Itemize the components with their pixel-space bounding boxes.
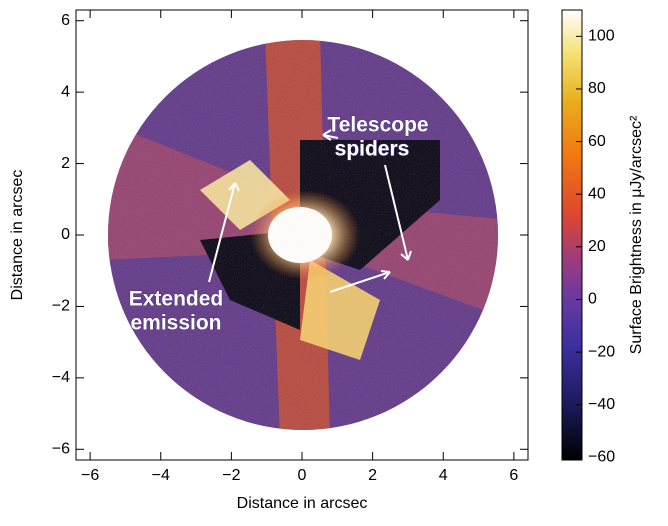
x-tick-label: 2	[368, 467, 377, 484]
colorbar-tick-label: 0	[588, 291, 597, 308]
colorbar-tick-label: 40	[588, 185, 606, 202]
x-tick-label: −2	[222, 467, 240, 484]
annotation-arrows	[208, 129, 412, 293]
annotation: spiders	[335, 138, 410, 161]
image	[108, 40, 498, 430]
annotation: Extended	[129, 288, 224, 311]
x-tick-label: −4	[152, 467, 170, 484]
colorbar-tick-label: 60	[588, 133, 606, 150]
annotation: emission	[130, 312, 221, 335]
colorbar-tick-label: −20	[588, 343, 615, 360]
x-tick-label: 0	[298, 467, 307, 484]
y-tick-label: 0	[61, 226, 70, 243]
x-tick-label: 6	[509, 467, 518, 484]
colorbar-label: Surface Brightness in μJy/arcsec²	[628, 115, 645, 354]
x-tick-label: −6	[81, 467, 99, 484]
colorbar-tick-label: −60	[588, 449, 615, 466]
x-axis-label: Distance in arcsec	[237, 495, 368, 512]
colorbar-tick-label: 80	[588, 80, 606, 97]
annotation: Telescope	[327, 114, 428, 137]
colorbar	[561, 9, 583, 461]
y-tick-label: 4	[61, 83, 70, 100]
colorbar-tick-label: −40	[588, 396, 615, 413]
y-tick-label: −6	[52, 441, 70, 458]
colorbar-tick-label: 100	[588, 28, 615, 45]
y-tick-label: 2	[61, 155, 70, 172]
y-tick-label: −4	[52, 369, 70, 386]
y-tick-label: −2	[52, 298, 70, 315]
y-axis-label: Distance in arcsec	[9, 170, 26, 301]
colorbar-tick-label: 20	[588, 238, 606, 255]
y-tick-label: 6	[61, 12, 70, 29]
x-tick-label: 4	[439, 467, 448, 484]
